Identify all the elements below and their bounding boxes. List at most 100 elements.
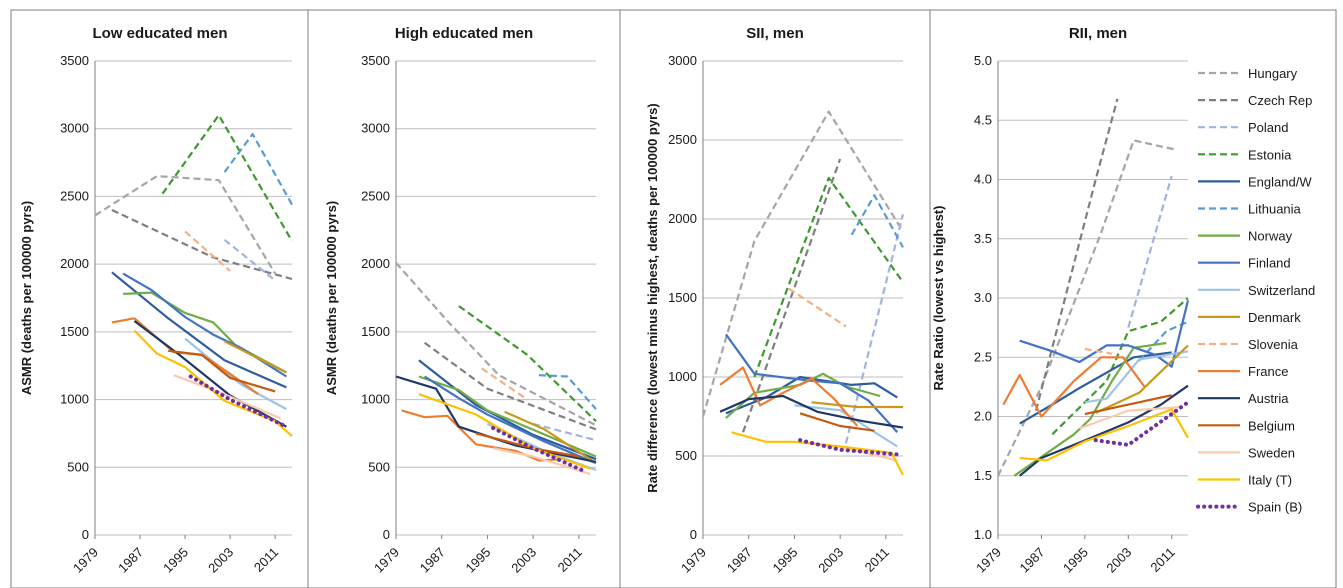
y-tick-label: 500	[67, 459, 89, 474]
y-tick-label: 1000	[361, 392, 390, 407]
series-line	[741, 158, 842, 433]
y-tick-label: 1.0	[974, 527, 992, 542]
legend-label: Lithuania	[1248, 202, 1302, 217]
series-line	[1138, 320, 1189, 362]
series-line	[458, 305, 597, 422]
series-line	[188, 374, 289, 429]
series-line	[418, 375, 597, 458]
series-line	[719, 394, 904, 429]
series-line	[1084, 347, 1113, 355]
y-tick-label: 2000	[668, 211, 697, 226]
y-axis-label: ASMR (deaths per 100000 pyrs)	[324, 201, 339, 395]
series-line	[1019, 408, 1189, 462]
y-tick-label: 3000	[60, 121, 89, 136]
y-tick-label: 3000	[668, 53, 697, 68]
series-line	[1034, 98, 1119, 411]
legend-label: England/W	[1248, 174, 1312, 189]
legend-label: Italy (T)	[1248, 473, 1292, 488]
legend-label: France	[1248, 364, 1288, 379]
y-tick-label: 2500	[361, 188, 390, 203]
series-line	[1079, 405, 1183, 430]
legend-label: Spain (B)	[1248, 500, 1302, 515]
legend-label: Austria	[1248, 391, 1289, 406]
series-line	[538, 374, 597, 410]
series-line	[1084, 350, 1189, 404]
legend-label: Switzerland	[1248, 283, 1315, 298]
series-line	[1051, 297, 1189, 436]
figure-border	[10, 9, 1337, 588]
y-tick-label: 2000	[60, 256, 89, 271]
series-line	[418, 359, 597, 461]
series-line	[423, 341, 597, 431]
series-line	[811, 401, 903, 409]
legend-label: Hungary	[1248, 66, 1298, 81]
y-tick-label: 1500	[668, 290, 697, 305]
series-line	[1127, 175, 1173, 328]
series-line	[1093, 400, 1190, 447]
y-tick-label: 1000	[60, 392, 89, 407]
legend-label: Slovenia	[1248, 337, 1299, 352]
panel-title: RII, men	[1069, 25, 1127, 42]
y-tick-label: 2.5	[974, 349, 992, 364]
legend-label: Norway	[1248, 229, 1293, 244]
series-line	[168, 349, 276, 393]
panel-title: High educated men	[395, 25, 533, 42]
y-tick-label: 0	[690, 527, 697, 542]
legend: Hungary Czech Rep Poland Estonia England/W Li…	[1196, 66, 1315, 515]
series-line	[1095, 344, 1189, 414]
series-line	[701, 110, 904, 417]
series-line	[424, 375, 597, 465]
y-tick-label: 3500	[60, 53, 89, 68]
series-line	[504, 410, 597, 465]
y-axis-label: Rate difference (lowest minus highest, d…	[645, 103, 660, 492]
series-line	[133, 320, 287, 428]
series-line	[1084, 394, 1172, 416]
series-line	[492, 447, 591, 476]
series-line	[184, 230, 231, 272]
series-line	[401, 409, 562, 462]
series-line	[788, 287, 847, 328]
series-line	[794, 404, 898, 448]
series-line	[481, 367, 529, 401]
series-line	[850, 194, 904, 248]
y-tick-label: 500	[675, 448, 697, 463]
y-tick-label: 1500	[60, 324, 89, 339]
panel-title: SII, men	[746, 25, 804, 42]
series-line	[719, 366, 859, 427]
series-line	[223, 133, 293, 206]
y-tick-label: 1000	[668, 369, 697, 384]
legend-label: Poland	[1248, 120, 1288, 135]
y-tick-label: 500	[368, 459, 390, 474]
series-line	[184, 337, 287, 411]
legend-label: Finland	[1248, 256, 1291, 271]
series-line	[418, 393, 591, 470]
y-tick-label: 4.5	[974, 112, 992, 127]
legend-label: Estonia	[1248, 147, 1292, 162]
y-tick-label: 2.0	[974, 409, 992, 424]
legend-label: Denmark	[1248, 310, 1301, 325]
series-line	[395, 262, 597, 427]
y-tick-label: 0	[82, 527, 89, 542]
y-tick-label: 3.5	[974, 231, 992, 246]
series-line	[161, 114, 293, 242]
y-tick-label: 1500	[361, 324, 390, 339]
y-axis-label: ASMR (deaths per 100000 pyrs)	[19, 201, 34, 395]
series-line	[94, 175, 277, 275]
series-line	[997, 139, 1178, 477]
series-line	[1002, 356, 1146, 418]
y-tick-label: 4.0	[974, 172, 992, 187]
series-line	[224, 340, 287, 374]
series-line	[799, 412, 875, 432]
series-line	[753, 176, 904, 378]
y-tick-label: 2500	[60, 188, 89, 203]
series-line	[798, 438, 900, 457]
y-tick-label: 3.0	[974, 290, 992, 305]
y-tick-label: 5.0	[974, 53, 992, 68]
series-line	[173, 374, 282, 420]
legend-label: Sweden	[1248, 445, 1295, 460]
y-tick-label: 1.5	[974, 468, 992, 483]
panel-title: Low educated men	[92, 25, 227, 42]
y-tick-label: 0	[383, 527, 390, 542]
